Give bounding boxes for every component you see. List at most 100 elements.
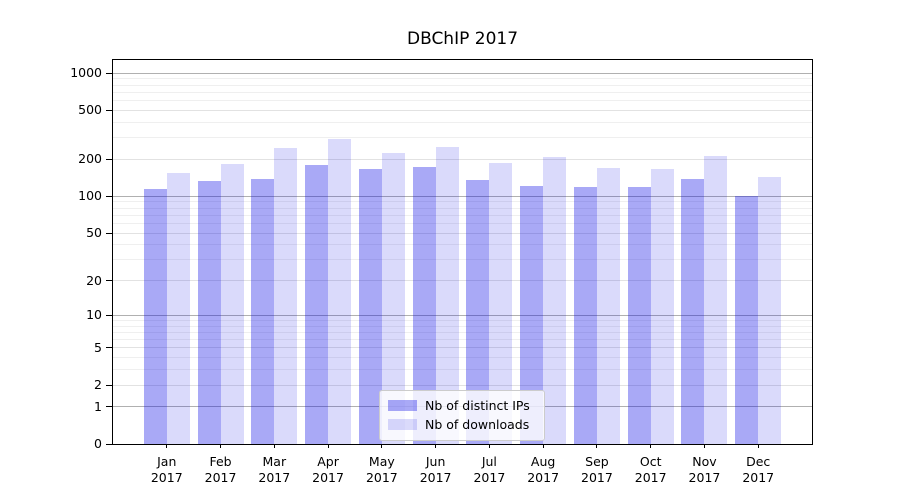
x-axis-tick-label: Sep 2017 xyxy=(581,454,613,485)
x-tick-may xyxy=(381,444,383,448)
gridline-y-400 xyxy=(113,121,812,123)
bar-downloads-oct xyxy=(650,169,674,444)
y-axis-tick-label: 10 xyxy=(86,307,102,323)
gridline-y-600 xyxy=(113,100,812,102)
gridline-y-30 xyxy=(113,259,812,261)
bar-downloads-jan xyxy=(166,173,190,444)
x-tick-oct xyxy=(650,444,652,448)
bar-downloads-sep xyxy=(596,168,620,444)
chart-title: DBChIP 2017 xyxy=(406,29,519,49)
gridline-y-700 xyxy=(113,91,812,93)
bar-downloads-apr xyxy=(328,139,352,444)
x-axis-tick-label: Apr 2017 xyxy=(312,454,344,485)
gridline-y-3 xyxy=(113,369,812,371)
gridline-y-70 xyxy=(113,214,812,216)
y-tick-10 xyxy=(106,314,112,316)
gridline-y-80 xyxy=(113,207,812,209)
y-tick-1 xyxy=(106,406,112,408)
x-tick-aug xyxy=(542,444,544,448)
gridline-y-40 xyxy=(113,244,812,246)
y-axis-tick-label: 1 xyxy=(94,398,102,414)
x-axis-tick-label: Aug 2017 xyxy=(527,454,560,485)
bar-distinct-ips-sep xyxy=(573,186,597,444)
x-tick-sep xyxy=(596,444,598,448)
x-tick-nov xyxy=(703,444,705,448)
bar-downloads-dec xyxy=(758,176,782,444)
gridline-y-6 xyxy=(113,339,812,341)
legend-row-distinct-ips: Nb of distinct IPs xyxy=(388,396,536,415)
plot-area: Nb of distinct IPs Nb of downloads Jan 20… xyxy=(106,59,813,485)
x-tick-jul xyxy=(488,444,490,448)
y-axis-tick-label: 2 xyxy=(94,377,102,393)
legend-label-downloads: Nb of downloads xyxy=(425,417,530,432)
gridline-y-90 xyxy=(113,201,812,203)
gridline-y-5 xyxy=(113,347,812,349)
bar-distinct-ips-mar xyxy=(251,178,275,444)
gridline-y-500 xyxy=(113,109,812,111)
bar-distinct-ips-apr xyxy=(305,165,329,444)
bar-distinct-ips-jan xyxy=(143,188,167,444)
bar-distinct-ips-may xyxy=(358,168,382,444)
bar-distinct-ips-dec xyxy=(735,196,759,444)
gridline-y-7 xyxy=(113,331,812,333)
legend-row-downloads: Nb of downloads xyxy=(388,415,536,434)
bar-distinct-ips-jun xyxy=(412,166,436,444)
bar-downloads-may xyxy=(381,152,405,444)
gridline-y-800 xyxy=(113,84,812,86)
bar-downloads-mar xyxy=(274,148,298,444)
x-tick-dec xyxy=(757,444,759,448)
gridline-y-50 xyxy=(113,232,812,234)
y-tick-20 xyxy=(106,280,112,282)
x-axis-tick-label: Oct 2017 xyxy=(634,454,667,485)
y-axis-tick-label: 50 xyxy=(86,225,102,241)
gridline-y-20 xyxy=(113,280,812,282)
legend: Nb of distinct IPs Nb of downloads xyxy=(379,390,545,441)
bar-distinct-ips-nov xyxy=(681,178,705,444)
y-axis-tick-label: 100 xyxy=(78,188,102,204)
gridline-y-10 xyxy=(113,314,812,316)
y-axis-tick-label: 500 xyxy=(78,102,102,118)
gridline-y-900 xyxy=(113,78,812,80)
y-tick-0 xyxy=(106,443,112,445)
x-tick-mar xyxy=(273,444,275,448)
legend-swatch-downloads xyxy=(388,419,417,430)
x-axis-tick-label: May 2017 xyxy=(365,454,398,485)
bar-downloads-nov xyxy=(704,156,728,444)
legend-label-distinct-ips: Nb of distinct IPs xyxy=(425,398,530,413)
gridline-y-200 xyxy=(113,158,812,160)
bar-distinct-ips-jul xyxy=(466,180,490,444)
gridline-y-100 xyxy=(113,195,812,197)
x-axis-tick-label: Jan 2017 xyxy=(150,454,183,485)
gridline-y-8 xyxy=(113,325,812,327)
bar-downloads-aug xyxy=(543,156,567,444)
y-tick-2 xyxy=(106,384,112,386)
x-axis-tick-label: Nov 2017 xyxy=(688,454,721,485)
x-axis-tick-label: Mar 2017 xyxy=(258,454,291,485)
y-axis-tick-label: 200 xyxy=(78,151,102,167)
x-tick-apr xyxy=(327,444,329,448)
x-tick-jan xyxy=(166,444,168,448)
y-tick-500 xyxy=(106,109,112,111)
y-axis-tick-label: 0 xyxy=(94,436,102,451)
gridline-y-1000 xyxy=(113,72,812,74)
bar-downloads-jun xyxy=(435,146,459,444)
y-tick-1000 xyxy=(106,72,112,74)
y-axis-tick-label: 1000 xyxy=(70,65,102,81)
y-tick-200 xyxy=(106,158,112,160)
bar-downloads-jul xyxy=(489,163,513,444)
bar-downloads-feb xyxy=(220,163,244,444)
bar-distinct-ips-oct xyxy=(627,187,651,444)
bar-distinct-ips-aug xyxy=(520,185,544,444)
legend-swatch-distinct-ips xyxy=(388,400,417,411)
x-axis-tick-label: Jun 2017 xyxy=(419,454,452,485)
gridline-y-9 xyxy=(113,319,812,321)
y-axis-tick-label: 5 xyxy=(94,339,102,355)
x-axis-tick-label: Jul 2017 xyxy=(473,454,506,485)
gridline-y-60 xyxy=(113,222,812,224)
gridline-y-2 xyxy=(113,384,812,386)
y-tick-100 xyxy=(106,195,112,197)
gridline-y-300 xyxy=(113,137,812,139)
y-axis-tick-label: 20 xyxy=(86,272,102,288)
y-tick-50 xyxy=(106,232,112,234)
